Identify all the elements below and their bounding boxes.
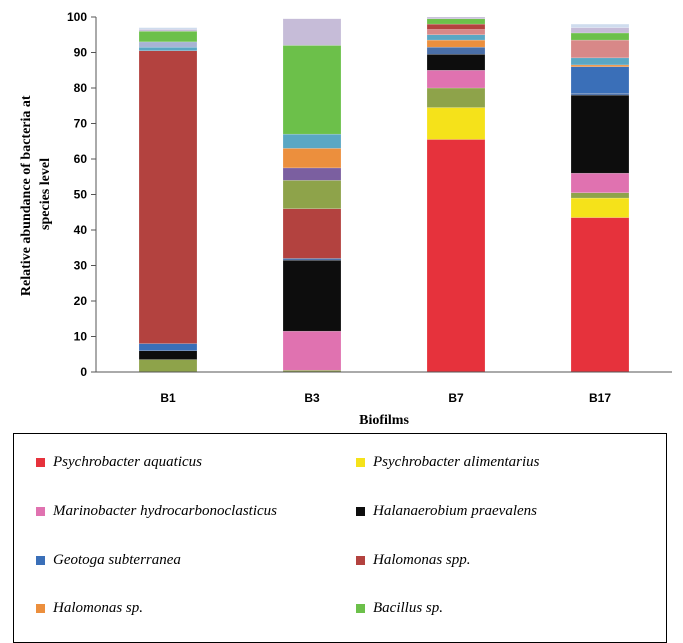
y-axis-title: Relative abundance of bacteria at specie… [19, 92, 53, 296]
y-tick-label: 0 [80, 365, 87, 379]
bar-segment-b1-17 [138, 29, 198, 32]
bar-segment-b7-16 [426, 18, 486, 25]
bar-segment-b3-12 [282, 133, 342, 149]
bar-segment-b7-15 [426, 23, 486, 30]
bar-segment-b17-1 [570, 217, 630, 373]
bar-segment-b7-3 [426, 87, 486, 108]
y-tick-label: 100 [67, 10, 87, 24]
legend-item: Marinobacter hydrocarbonoclasticus [36, 503, 277, 520]
y-tick-label: 90 [74, 46, 88, 60]
y-tick-label: 10 [74, 330, 88, 344]
category-label-b1: B1 [160, 391, 176, 405]
y-tick-label: 60 [74, 152, 88, 166]
legend-label: Psychrobacter alimentarius [373, 454, 540, 470]
category-label-b3: B3 [304, 391, 320, 405]
bar-segment-b17-18 [570, 23, 630, 28]
bar-segment-b3-6 [282, 258, 342, 261]
legend-label: Halomonas spp. [373, 552, 471, 568]
category-label-b7: B7 [448, 391, 464, 405]
bar-segment-b1-0 [138, 359, 198, 373]
bar-segment-b7-4 [426, 70, 486, 89]
bar-segment-b3-4 [282, 330, 342, 371]
bar-segment-b3-5 [282, 259, 342, 332]
y-tick-label: 20 [74, 294, 88, 308]
bar-segment-b17-2 [570, 197, 630, 218]
y-tick-label: 50 [74, 188, 88, 202]
legend-swatch [356, 458, 365, 467]
bar-segment-b3-16 [282, 45, 342, 135]
bar-segment-b1-12 [138, 46, 198, 51]
y-axis-title-line-1: Relative abundance of bacteria at [19, 95, 34, 296]
legend-item: Geotoga subterranea [36, 552, 181, 569]
legend-item: Psychrobacter alimentarius [356, 454, 540, 471]
legend-item: Bacillus sp. [356, 600, 443, 617]
legend-label: Halanaerobium praevalens [373, 503, 538, 519]
legend: Psychrobacter aquaticus Psychrobacter ali… [13, 433, 667, 643]
bar-segment-b7-1 [426, 139, 486, 373]
bar-segment-b17-4 [570, 172, 630, 193]
legend-swatch [356, 604, 365, 613]
bar-segment-b3-9 [282, 180, 342, 209]
bar-segment-b7-5 [426, 54, 486, 71]
bar-segment-b1-13 [138, 41, 198, 48]
legend-item: Psychrobacter aquaticus [36, 454, 202, 471]
bar-segment-b1-5 [138, 350, 198, 360]
bar-segment-b7-12 [426, 34, 486, 41]
bar-segment-b3-11 [282, 148, 342, 169]
bar-segment-b1-7 [138, 343, 198, 351]
bar-segment-b17-12 [570, 57, 630, 66]
y-tick-label: 80 [74, 81, 88, 95]
y-tick-label: 70 [74, 117, 88, 131]
legend-swatch [36, 556, 45, 565]
legend-swatch [356, 556, 365, 565]
legend-swatch [36, 458, 45, 467]
legend-label: Geotoga subterranea [53, 552, 181, 568]
y-tick-label: 30 [74, 259, 88, 273]
x-axis-title: Biofilms [359, 413, 409, 428]
bar-segment-b7-6 [426, 46, 486, 55]
bar-segment-b7-17 [426, 16, 486, 20]
y-axis-title-line-2: species level [38, 158, 53, 230]
legend-label: Psychrobacter aquaticus [53, 454, 202, 470]
bar-segment-b17-7 [570, 66, 630, 94]
legend-label: Halomonas sp. [53, 600, 144, 616]
bar-segment-b3-8 [282, 208, 342, 259]
bar-segment-b3-17 [282, 18, 342, 46]
bars-layer [138, 16, 630, 373]
legend-swatch [36, 507, 45, 516]
y-tick-label: 40 [74, 223, 88, 237]
bar-segment-b7-11 [426, 39, 486, 48]
legend-item: Halomonas spp. [356, 552, 471, 569]
bar-segment-b17-3 [570, 192, 630, 199]
ticks-layer: 0 10 20 30 40 50 60 70 80 90 100 [67, 10, 96, 379]
bar-segment-b17-14 [570, 39, 630, 59]
legend-swatch [356, 507, 365, 516]
bar-segment-b17-5 [570, 94, 630, 174]
legend-swatch [36, 604, 45, 613]
bar-segment-b17-6 [570, 93, 630, 96]
legend-label: Marinobacter hydrocarbonoclasticus [53, 503, 277, 519]
bar-segment-b17-11 [570, 64, 630, 67]
bar-segment-b1-8 [138, 50, 198, 344]
bar-segment-b7-14 [426, 29, 486, 35]
bar-segment-b1-18 [138, 27, 198, 30]
bar-segment-b7-2 [426, 107, 486, 140]
bar-segment-b1-16 [138, 30, 198, 43]
bar-segment-b17-17 [570, 27, 630, 34]
legend-label: Bacillus sp. [373, 600, 443, 616]
bar-segment-b17-16 [570, 32, 630, 41]
legend-item: Halomonas sp. [36, 600, 143, 617]
category-label-b17: B17 [589, 391, 611, 405]
stacked-bar-chart: 0 10 20 30 40 50 60 70 80 90 100 B1 B3 B7 B17 Biofilm… [19, 10, 672, 428]
legend-item: Halanaerobium praevalens [356, 503, 537, 520]
category-labels: B1 B3 B7 B17 [160, 391, 611, 405]
bar-segment-b3-10 [282, 167, 342, 181]
